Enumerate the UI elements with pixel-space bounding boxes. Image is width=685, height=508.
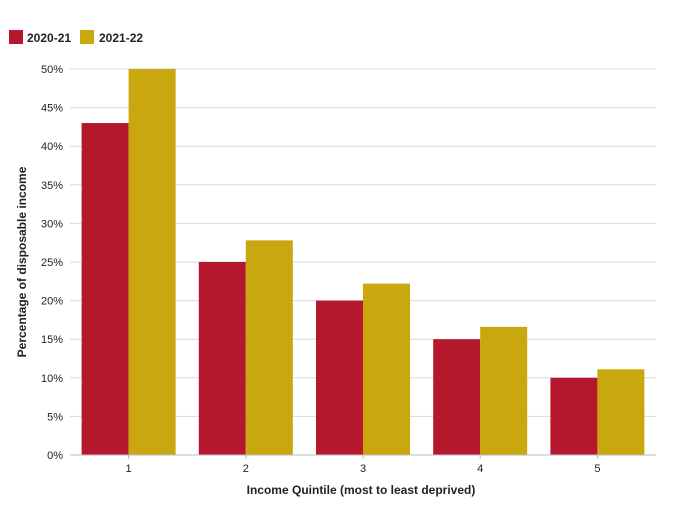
y-tick-label: 20% — [41, 296, 63, 308]
x-axis-ticks: 1 2 3 4 5 — [126, 455, 600, 475]
bar-2020-21-q5 — [550, 377, 598, 455]
legend-label-series-1: 2020-21 — [27, 31, 71, 45]
y-tick-label: 40% — [41, 141, 63, 153]
bar-2020-21-q1 — [81, 123, 129, 455]
y-tick-label: 5% — [47, 411, 63, 423]
legend-label-series-2: 2021-22 — [99, 31, 143, 45]
legend-swatch-series-1 — [9, 30, 23, 44]
bar-2021-22-q3 — [363, 283, 410, 455]
bar-2020-21-q2 — [198, 262, 246, 455]
y-tick-label: 35% — [41, 180, 63, 192]
y-tick-label: 15% — [41, 334, 63, 346]
y-tick-label: 30% — [41, 218, 63, 230]
x-axis-label: Income Quintile (most to least deprived) — [247, 483, 476, 497]
x-tick-label: 2 — [243, 463, 249, 475]
y-tick-label: 45% — [41, 103, 63, 115]
bar-2021-22-q4 — [480, 326, 528, 455]
x-tick-label: 5 — [594, 463, 600, 475]
x-tick-label: 3 — [360, 463, 366, 475]
bar-2021-22-q5 — [597, 369, 645, 455]
y-axis-ticks: 0% 5% 10% 15% 20% 25% 30% 35% 40% 45% 50% — [41, 64, 63, 462]
bars — [81, 69, 645, 455]
x-tick-label: 4 — [477, 463, 483, 475]
bar-2021-22-q2 — [245, 240, 293, 455]
legend: 2020-21 2021-22 — [9, 30, 143, 45]
y-axis-label: Percentage of disposable income — [15, 166, 29, 357]
legend-swatch-series-2 — [80, 30, 94, 44]
y-tick-label: 0% — [47, 450, 63, 462]
y-tick-label: 25% — [41, 257, 63, 269]
bar-2020-21-q3 — [316, 300, 363, 455]
y-tick-label: 10% — [41, 373, 63, 385]
bar-2020-21-q4 — [433, 339, 481, 455]
bar-2021-22-q1 — [128, 69, 176, 455]
x-tick-label: 1 — [126, 463, 132, 475]
y-tick-label: 50% — [41, 64, 63, 76]
